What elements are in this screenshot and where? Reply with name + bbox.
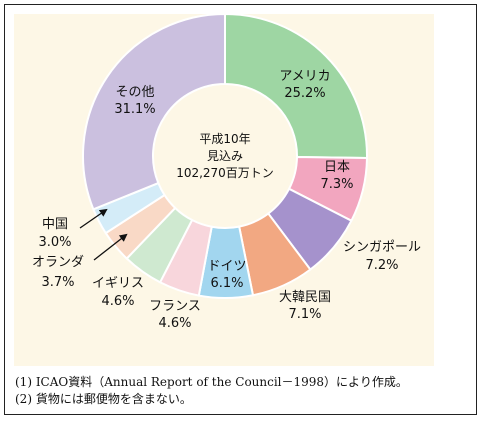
- center-text-line: 102,270百万トン: [176, 166, 274, 180]
- donut-outline: [82, 14, 368, 299]
- slice-percent: 4.6%: [158, 316, 191, 331]
- slice-label: 日本: [324, 160, 350, 175]
- china-leader-arrow: [79, 208, 108, 229]
- slice-percent: 7.1%: [288, 307, 321, 322]
- slice-label: シンガポール: [343, 240, 421, 255]
- slice-label: 大韓民国: [279, 290, 331, 305]
- note-1: (1) ICAO資料（Annual Report of the Council－…: [15, 375, 408, 389]
- figure-notes: (1) ICAO資料（Annual Report of the Council－…: [15, 374, 475, 408]
- slice-label: イギリス: [92, 276, 144, 291]
- center-text-line: 平成10年: [199, 132, 250, 146]
- note-2: (2) 貨物には郵便物を含まない。: [15, 392, 192, 406]
- slice-percent: 4.6%: [101, 294, 134, 309]
- slice-percent: 3.7%: [41, 275, 74, 290]
- donut-chart: アメリカ 25.2% 日本 7.3% シンガポール 7.2% 大韓民国 7.1% ドイツ 6.1%…: [32, 14, 421, 331]
- slice-percent: 31.1%: [114, 102, 155, 117]
- chart-panel: アメリカ 25.2% 日本 7.3% シンガポール 7.2% 大韓民国 7.1% ドイツ 6.1%…: [14, 14, 434, 366]
- slice-label: 中国: [42, 217, 68, 232]
- slice-label: アメリカ: [279, 69, 330, 84]
- slice-label: オランダ: [32, 255, 84, 270]
- slice-label: その他: [115, 85, 154, 100]
- slice-label: ドイツ: [207, 259, 246, 274]
- slice-percent: 7.3%: [320, 177, 353, 192]
- slice-percent: 25.2%: [284, 86, 325, 101]
- center-text-line: 見込み: [207, 149, 243, 163]
- netherlands-leader-arrow: [93, 233, 128, 261]
- slice-percent: 3.0%: [38, 235, 71, 250]
- slice-percent: 6.1%: [210, 276, 243, 291]
- slice-percent: 7.2%: [365, 258, 398, 273]
- slice-label: フランス: [149, 299, 201, 314]
- figure-frame: アメリカ 25.2% 日本 7.3% シンガポール 7.2% 大韓民国 7.1% ドイツ 6.1%…: [4, 4, 477, 415]
